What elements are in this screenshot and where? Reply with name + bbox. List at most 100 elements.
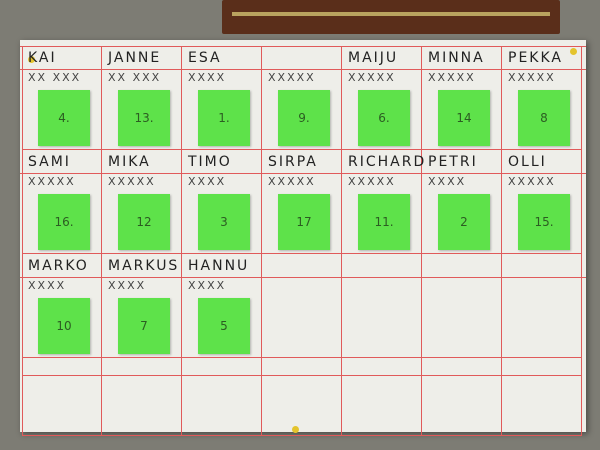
player-cell: MIKA XXXXX 12 (102, 150, 182, 254)
grid-cell (502, 376, 582, 436)
grid-cell (342, 358, 422, 376)
player-cell: SIRPA XXXXX 17 (262, 150, 342, 254)
player-cell: MINNA XXXXX 14 (422, 46, 502, 150)
tally-marks: XXXX (108, 279, 147, 292)
player-cell: JANNE XX XXX 13. (102, 46, 182, 150)
grid-cell (502, 358, 582, 376)
player-name: JANNE (108, 50, 162, 66)
tally-marks: XXXX (428, 175, 467, 188)
tally-marks: XXXXX (268, 175, 316, 188)
grid-cell (502, 150, 582, 254)
brass-bar (232, 12, 550, 16)
player-name: OLLI (508, 154, 547, 170)
grid-cell (182, 254, 262, 358)
grid-cell (262, 376, 342, 436)
player-cell: MARKO XXXX 10 (22, 254, 102, 358)
grid-cell (102, 376, 182, 436)
player-cell: SAMI XXXXX 16. (22, 150, 102, 254)
tally-marks: XXXXX (28, 175, 76, 188)
grid-cell (502, 46, 582, 150)
grid-line (20, 69, 586, 70)
player-cell: XXXXX 9. (262, 46, 342, 150)
player-cell: RICHARD XXXXX 11. (342, 150, 424, 254)
sticky-note: 13. (118, 90, 170, 146)
grid-line (20, 173, 586, 174)
player-name: PEKKA (508, 50, 563, 66)
grid-line (20, 46, 586, 47)
tally-marks: XXXX (28, 279, 67, 292)
grid-cell (22, 46, 102, 150)
sticky-note: 11. (358, 194, 410, 250)
grid-cell (182, 376, 262, 436)
grid-cell (342, 150, 422, 254)
grid-cell (22, 376, 102, 436)
player-name: MIKA (108, 154, 151, 170)
grid-cell (182, 46, 262, 150)
sticky-note: 16. (38, 194, 90, 250)
grid-cell (262, 358, 342, 376)
sticky-note: 5 (198, 298, 250, 354)
grid-cell (22, 358, 102, 376)
sticky-note: 1. (198, 90, 250, 146)
tally-marks: XXXXX (508, 175, 556, 188)
tally-marks: XXXXX (108, 175, 156, 188)
grid-line (20, 277, 586, 278)
tally-marks: XXXXX (268, 71, 316, 84)
sticky-note: 8 (518, 90, 570, 146)
player-name: SAMI (28, 154, 71, 170)
sticky-note: 6. (358, 90, 410, 146)
player-name: KAI (28, 50, 57, 66)
sticky-note: 4. (38, 90, 90, 146)
sticky-note: 10 (38, 298, 90, 354)
player-cell: MAIJU XXXXX 6. (342, 46, 422, 150)
grid-cell (262, 254, 342, 358)
player-name: MAIJU (348, 50, 399, 66)
pin (28, 56, 35, 63)
grid-cell (262, 150, 342, 254)
sticky-note: 17 (278, 194, 330, 250)
tally-marks: XXXXX (428, 71, 476, 84)
player-name: RICHARD (348, 154, 427, 170)
grid-cell (422, 150, 502, 254)
tally-marks: XXXXX (508, 71, 556, 84)
grid-cell (22, 254, 102, 358)
sticky-note: 2 (438, 194, 490, 250)
grid-cell (22, 150, 102, 254)
sticky-note: 12 (118, 194, 170, 250)
player-cell: TIMO XXXX 3 (182, 150, 262, 254)
sticky-note: 7 (118, 298, 170, 354)
player-cell: PETRI XXXX 2 (422, 150, 502, 254)
grid-cell (422, 46, 502, 150)
player-cell: KAI XX XXX 4. (22, 46, 102, 150)
tally-marks: XXXX (188, 279, 227, 292)
player-cell: ESA XXXX 1. (182, 46, 262, 150)
sticky-note: 14 (438, 90, 490, 146)
wooden-frame (222, 0, 560, 34)
player-name: MINNA (428, 50, 485, 66)
pin (570, 48, 577, 55)
grid-cell (102, 46, 182, 150)
grid-cell (422, 254, 502, 358)
player-name: MARKO (28, 258, 89, 274)
tally-marks: XXXXX (348, 71, 396, 84)
player-name: ESA (188, 50, 222, 66)
player-cell: HANNU XXXX 5 (182, 254, 262, 358)
player-cell: OLLI XXXXX 15. (502, 150, 582, 254)
grid-cell (102, 358, 182, 376)
grid-cell (342, 376, 422, 436)
grid-cell (102, 254, 182, 358)
grid-cell (342, 254, 422, 358)
grid-cell (182, 150, 262, 254)
grid-cell (422, 376, 502, 436)
grid-cell (502, 254, 582, 358)
player-name: PETRI (428, 154, 478, 170)
sticky-note: 9. (278, 90, 330, 146)
player-name: HANNU (188, 258, 250, 274)
poster-board: KAI XX XXX 4. JANNE XX XXX 13. ESA XXXX 1. XXXXX 9… (20, 40, 586, 436)
player-name: SIRPA (268, 154, 318, 170)
grid-cell (422, 358, 502, 376)
tally-marks: XX XXX (108, 71, 162, 84)
player-cell: MARKUS XXXX 7 (102, 254, 182, 358)
tally-marks: XXXX (188, 175, 227, 188)
